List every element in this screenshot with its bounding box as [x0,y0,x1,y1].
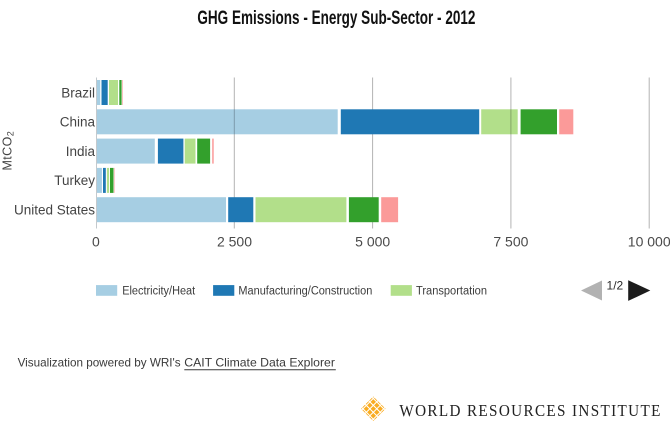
svg-text:Electricity/Heat: Electricity/Heat [122,285,196,297]
svg-text:United States: United States [14,203,95,218]
svg-text:China: China [60,115,96,130]
svg-text:GHG Emissions - Energy Sub-Sec: GHG Emissions - Energy Sub-Sector - 2012 [197,7,475,29]
svg-text:10 000: 10 000 [628,234,670,250]
svg-text:0: 0 [92,234,100,250]
svg-text:Manufacturing/Construction: Manufacturing/Construction [238,285,372,297]
svg-text:WORLD RESOURCES INSTITUTE: WORLD RESOURCES INSTITUTE [399,403,660,421]
svg-text:7 500: 7 500 [493,234,528,250]
svg-text:2 500: 2 500 [217,234,252,250]
svg-text:1/2: 1/2 [607,278,624,292]
svg-text:Brazil: Brazil [61,85,95,100]
svg-text:5 000: 5 000 [355,234,390,250]
svg-text:Turkey: Turkey [54,173,95,188]
svg-text:Visualization powered by WRI's: Visualization powered by WRI's [18,356,181,370]
svg-text:India: India [66,144,96,159]
svg-text:Transportation: Transportation [416,285,487,297]
svg-text:MtCO2: MtCO2 [1,131,16,171]
svg-text:CAIT Climate Data Explorer: CAIT Climate Data Explorer [184,356,335,370]
